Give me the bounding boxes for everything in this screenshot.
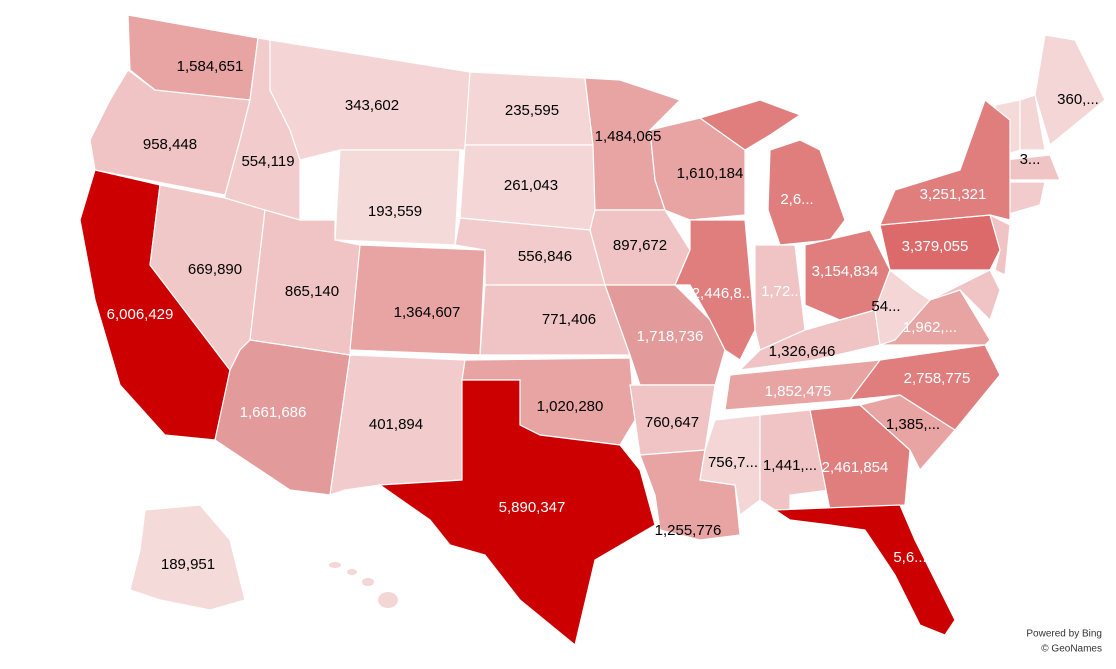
state-label: 54...: [871, 298, 900, 315]
state-label: 1,326,646: [769, 343, 836, 360]
state-label: 5,890,347: [499, 499, 566, 516]
state-label: 865,140: [285, 283, 339, 300]
state-label: 2,461,854: [822, 459, 889, 476]
footer-bing: Powered by Bing: [1026, 629, 1102, 640]
state-label: 401,894: [369, 416, 423, 433]
state: [1034, 34, 1106, 147]
state: [349, 244, 486, 356]
state: [674, 219, 756, 361]
state: [858, 394, 956, 472]
state: [378, 379, 656, 647]
states: [79, 14, 1106, 647]
state-hi: [347, 569, 357, 575]
state-label: 189,951: [161, 556, 215, 573]
state-hi: [329, 562, 341, 568]
state-label: 897,672: [613, 237, 667, 254]
state-label: 5,6...: [893, 549, 926, 566]
state-label: 1,72...: [761, 283, 803, 300]
state-label: 261,043: [504, 177, 558, 194]
state-label: 556,846: [518, 248, 572, 265]
state: [334, 149, 461, 246]
labels: 1,584,651 958,448 6,006,429 554,119 669,890 3…: [107, 58, 1099, 573]
state-label: 2,758,775: [904, 370, 971, 387]
state-label: 6,006,429: [107, 306, 174, 323]
state: [129, 504, 246, 611]
state: [809, 404, 911, 511]
state-label: 669,890: [188, 261, 242, 278]
state-label: 1,661,686: [240, 404, 307, 421]
state-label: 2,446,8...: [692, 285, 755, 302]
state-label: 771,406: [542, 311, 596, 328]
state-label: 1,610,184: [677, 165, 744, 182]
state: [1019, 94, 1046, 151]
state: [698, 99, 802, 151]
state-label: 958,448: [143, 136, 197, 153]
state-label: 1,364,607: [394, 304, 461, 321]
state: [767, 139, 846, 246]
state-label: 1,385,...: [886, 416, 940, 433]
state: [773, 504, 956, 636]
state-label: 1,718,736: [637, 328, 704, 345]
state: [604, 284, 726, 386]
state-label: 1,255,776: [655, 522, 722, 539]
state-label: 2,6...: [780, 191, 813, 208]
state-label: 554,119: [241, 153, 294, 170]
state: [879, 99, 1011, 226]
state-label: 1,020,280: [537, 398, 604, 415]
state: [848, 344, 1001, 431]
state-hi: [378, 592, 398, 608]
state-label: 760,647: [645, 414, 699, 431]
state-label: 3,154,834: [812, 263, 879, 280]
state-label: 3,379,055: [902, 238, 969, 255]
state-label: 343,602: [345, 97, 399, 114]
state-label: 1,584,651: [177, 58, 244, 75]
state-label: 1,852,475: [765, 383, 832, 400]
footer-geonames: © GeoNames: [1041, 644, 1102, 655]
state-label: 3...: [1020, 151, 1041, 168]
state-label: 3,251,321: [920, 186, 987, 203]
state-label: 235,595: [505, 102, 559, 119]
state-hi: [362, 578, 374, 586]
state-label: 1,484,065: [595, 128, 662, 145]
state-label: 193,559: [368, 203, 422, 220]
state-label: 1,962,...: [903, 319, 957, 336]
state-label: 1,441,...: [763, 457, 817, 474]
state-ct: [1004, 181, 1046, 216]
state-label: 756,7...: [708, 454, 758, 471]
state-label: 360,...: [1057, 91, 1099, 108]
